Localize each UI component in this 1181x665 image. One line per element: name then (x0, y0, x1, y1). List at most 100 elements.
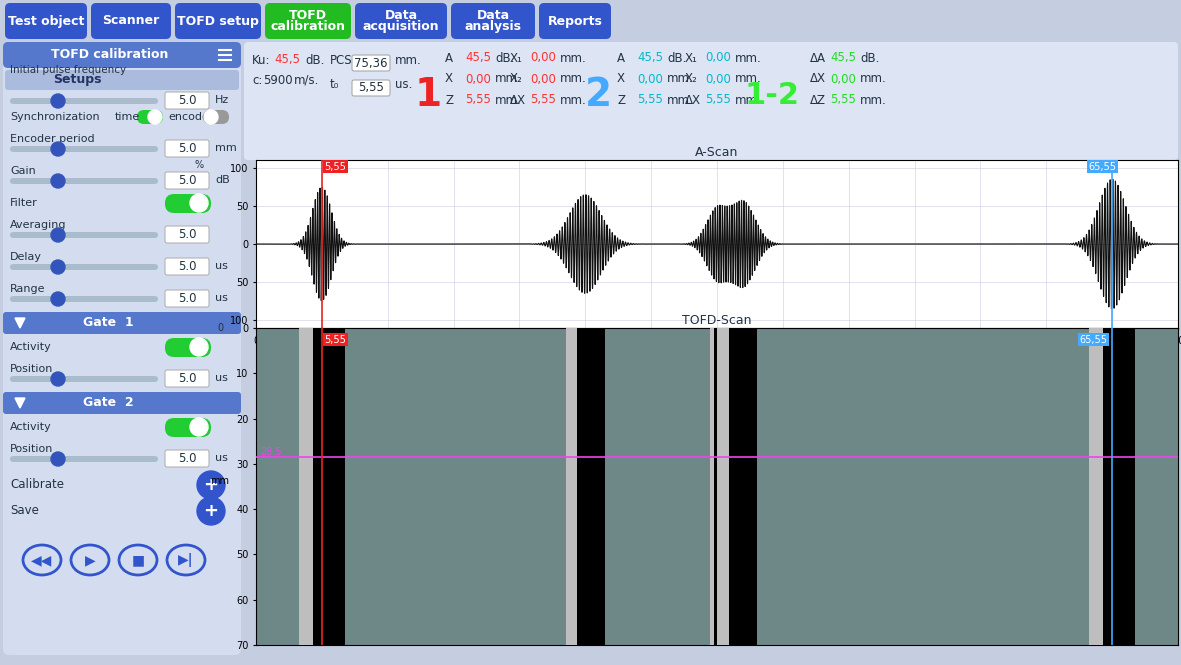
FancyBboxPatch shape (256, 160, 1177, 328)
Text: ■: ■ (131, 553, 144, 567)
Title: A-Scan: A-Scan (696, 146, 738, 159)
Text: X₁: X₁ (685, 51, 698, 65)
Text: Test object: Test object (8, 15, 84, 27)
Text: Reports: Reports (548, 15, 602, 27)
FancyBboxPatch shape (9, 376, 158, 382)
Circle shape (51, 174, 65, 188)
Bar (566, 328, 605, 645)
Text: Position: Position (9, 364, 53, 374)
Text: us: us (215, 373, 228, 383)
Text: 0: 0 (217, 323, 223, 333)
Text: mm.: mm. (735, 72, 762, 86)
Text: 0,00: 0,00 (465, 72, 491, 86)
Text: ΔX: ΔX (510, 94, 526, 106)
Text: 2: 2 (585, 76, 612, 114)
Text: 45,5: 45,5 (274, 53, 300, 66)
Text: 5.0: 5.0 (178, 142, 196, 154)
Text: ΔX: ΔX (685, 94, 702, 106)
Text: mm.: mm. (560, 51, 587, 65)
FancyBboxPatch shape (165, 418, 211, 437)
Text: ◀◀: ◀◀ (32, 553, 53, 567)
Text: mm.: mm. (667, 94, 693, 106)
FancyBboxPatch shape (165, 140, 209, 157)
Text: dB: dB (215, 175, 230, 185)
Text: Ku:: Ku: (252, 53, 270, 66)
Text: mm.: mm. (495, 72, 522, 86)
Text: 5,55: 5,55 (830, 94, 856, 106)
Text: 28.5: 28.5 (260, 447, 281, 457)
FancyBboxPatch shape (165, 194, 211, 213)
Text: 75,36: 75,36 (354, 57, 387, 70)
Text: 5.0: 5.0 (178, 452, 196, 464)
Text: PCS: PCS (329, 53, 353, 66)
Circle shape (197, 497, 226, 525)
FancyBboxPatch shape (137, 110, 163, 124)
Text: calibration: calibration (270, 20, 346, 33)
FancyBboxPatch shape (4, 392, 241, 414)
Text: Gate  2: Gate 2 (83, 396, 133, 410)
Text: 0,00: 0,00 (705, 51, 731, 65)
Text: A: A (445, 51, 454, 65)
Text: mm.: mm. (735, 51, 762, 65)
Text: 5,55: 5,55 (705, 94, 731, 106)
Text: 5,55: 5,55 (637, 94, 663, 106)
FancyBboxPatch shape (265, 3, 351, 39)
Text: Save: Save (9, 505, 39, 517)
FancyBboxPatch shape (9, 232, 158, 238)
FancyBboxPatch shape (165, 258, 209, 275)
Bar (711, 328, 715, 645)
Text: dB.: dB. (667, 51, 686, 65)
Text: ΔA: ΔA (810, 51, 826, 65)
Text: A: A (616, 51, 625, 65)
Text: dB.: dB. (305, 53, 325, 66)
Text: 5.0: 5.0 (178, 259, 196, 273)
Text: 45,5: 45,5 (465, 51, 491, 65)
FancyBboxPatch shape (9, 296, 158, 302)
Text: mm.: mm. (495, 94, 522, 106)
FancyBboxPatch shape (165, 338, 211, 357)
X-axis label: mm: mm (707, 347, 726, 357)
Text: X: X (445, 72, 454, 86)
Text: Synchronization: Synchronization (9, 112, 99, 122)
Text: mm.: mm. (560, 72, 587, 86)
Text: Encoder period: Encoder period (9, 134, 94, 144)
Text: 5,55: 5,55 (465, 94, 491, 106)
Bar (1089, 328, 1135, 645)
Text: dB.: dB. (860, 51, 880, 65)
FancyBboxPatch shape (165, 226, 209, 243)
FancyBboxPatch shape (165, 172, 209, 189)
Text: mm.: mm. (860, 72, 887, 86)
FancyBboxPatch shape (165, 290, 209, 307)
FancyBboxPatch shape (244, 42, 1177, 160)
FancyBboxPatch shape (4, 42, 241, 68)
FancyBboxPatch shape (451, 3, 535, 39)
Text: 0,00: 0,00 (530, 72, 556, 86)
Circle shape (51, 228, 65, 242)
Text: 5,55: 5,55 (530, 94, 556, 106)
Text: 1-2: 1-2 (744, 80, 800, 110)
Text: 5,55: 5,55 (325, 334, 346, 344)
Text: Data: Data (476, 9, 509, 22)
Text: acquisition: acquisition (363, 20, 439, 33)
Polygon shape (15, 398, 25, 408)
FancyBboxPatch shape (203, 110, 229, 124)
FancyBboxPatch shape (5, 70, 239, 90)
Text: mm.: mm. (735, 94, 762, 106)
Circle shape (190, 338, 208, 356)
FancyBboxPatch shape (352, 55, 390, 71)
Text: Calibrate: Calibrate (9, 479, 64, 491)
Text: 0,00: 0,00 (705, 72, 731, 86)
Text: time: time (115, 112, 141, 122)
Text: 5.0: 5.0 (178, 372, 196, 384)
FancyBboxPatch shape (4, 42, 241, 655)
Text: Setups: Setups (53, 74, 102, 86)
Text: Delay: Delay (9, 252, 43, 262)
Text: TOFD calibration: TOFD calibration (51, 49, 169, 61)
FancyBboxPatch shape (9, 98, 158, 104)
Text: ▶|: ▶| (178, 553, 194, 567)
Text: t₀: t₀ (329, 78, 339, 92)
Text: mm: mm (215, 143, 236, 153)
Text: %: % (194, 160, 203, 170)
Circle shape (190, 194, 208, 212)
Text: us: us (215, 261, 228, 271)
